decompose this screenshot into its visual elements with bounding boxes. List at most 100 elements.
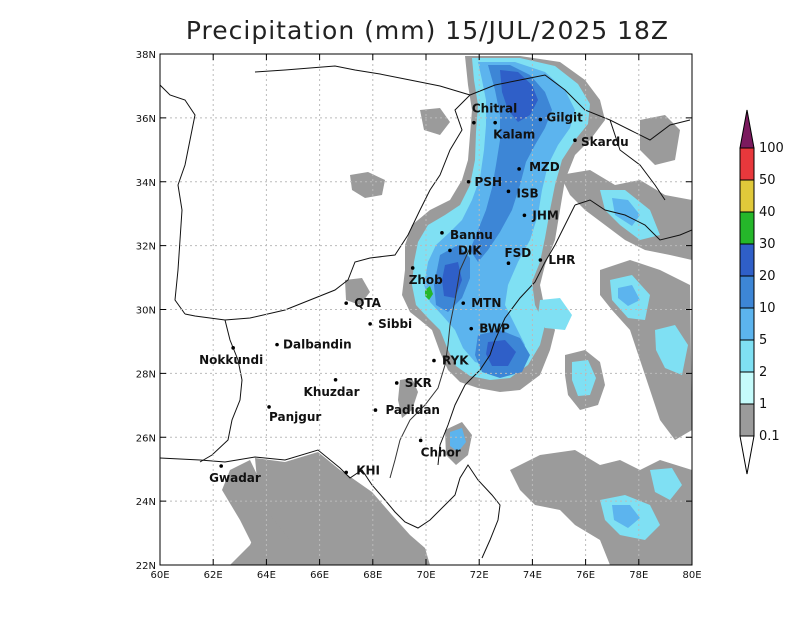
y-tick-label: 28N — [136, 369, 156, 380]
city-dot — [493, 120, 497, 125]
city-sibbi: Sibbi — [368, 317, 412, 331]
coastline — [160, 449, 501, 559]
border-iran-afghanistan — [160, 84, 196, 315]
colorbar-top-arrow — [739, 109, 755, 149]
city-label: JHM — [531, 208, 558, 222]
x-tick-label: 66E — [310, 570, 329, 581]
colorbar-label: 20 — [759, 269, 776, 284]
city-label: KHI — [356, 463, 380, 477]
rain-area-e-sky — [618, 285, 640, 306]
y-tick-label: 32N — [136, 242, 156, 253]
city-gwadar: Gwadar — [209, 464, 261, 485]
y-tick-label: 22N — [136, 561, 156, 572]
border-kashmir — [469, 74, 691, 141]
colorbar-segment — [739, 339, 755, 373]
rain-area-nw-grey — [420, 108, 450, 135]
colorbar-label: 40 — [759, 205, 776, 220]
city-label: Sibbi — [378, 317, 412, 331]
city-dot — [344, 301, 349, 305]
colorbar-segment — [739, 211, 755, 245]
lat-lon-grid — [160, 54, 692, 565]
x-tick-label: 78E — [629, 570, 648, 581]
city-label: Zhob — [409, 273, 443, 287]
city-gilgit: Gilgit — [538, 110, 583, 124]
country-borders — [160, 65, 692, 559]
x-tick-label: 72E — [470, 570, 489, 581]
map-title: Precipitation (mm) 15/JUL/2025 18Z — [185, 16, 670, 45]
axis-ticks — [159, 53, 693, 566]
rain-area-bwp-cyan — [538, 298, 572, 330]
colorbar-label: 5 — [759, 333, 767, 348]
city-isb: ISB — [506, 186, 539, 200]
rain-area-chhor-sky — [450, 428, 466, 452]
city-skardu: Skardu — [573, 135, 629, 149]
y-tick-label: 38N — [136, 50, 156, 61]
x-tick-label: 76E — [576, 570, 595, 581]
x-tick-label: 68E — [363, 570, 382, 581]
rain-area-s-deep — [486, 340, 516, 366]
city-dik: DIK — [448, 243, 482, 257]
city-label: Chitral — [472, 102, 517, 116]
city-dot — [573, 138, 577, 143]
city-dot — [517, 167, 521, 171]
city-dot — [469, 326, 474, 331]
city-nokkundi: Nokkundi — [199, 346, 263, 367]
city-padidan: Padidan — [373, 403, 440, 417]
city-zhob: Zhob — [409, 266, 443, 287]
rain-area-se-sky — [612, 505, 640, 528]
rain-area-sw — [222, 460, 300, 565]
city-fsd: FSD — [504, 246, 531, 265]
indus-river — [389, 247, 471, 479]
rain-area-se-cyan-3 — [572, 360, 596, 396]
city-dot — [373, 408, 378, 412]
city-dot — [432, 358, 436, 363]
city-label: LHR — [548, 253, 575, 267]
city-dot — [461, 301, 466, 305]
city-dot — [344, 470, 349, 475]
city-label: Skardu — [581, 135, 629, 149]
rain-area-w-grey — [350, 172, 385, 198]
border-afghanistan-north — [254, 65, 471, 96]
city-label: MZD — [529, 160, 560, 174]
city-dot — [522, 213, 527, 218]
city-dot — [506, 261, 511, 265]
city-label: QTA — [354, 296, 381, 310]
colorbar-bottom-arrow — [739, 435, 755, 475]
city-bwp: BWP — [469, 322, 510, 336]
colorbar-segment — [739, 179, 755, 213]
city-kalam: Kalam — [493, 120, 535, 142]
border-kashmir-2 — [574, 199, 692, 241]
rain-area-green-spot — [425, 286, 433, 300]
city-label: PSH — [475, 175, 502, 189]
city-dot — [267, 405, 271, 409]
city-dot — [448, 248, 452, 253]
city-dot — [538, 258, 543, 262]
rain-area-far-ne — [640, 115, 680, 165]
rain-area-sindh-grey — [398, 378, 418, 418]
colorbar-segment — [739, 403, 755, 437]
y-tick-label: 34N — [136, 178, 156, 189]
city-label: SKR — [405, 376, 432, 390]
city-dot — [538, 117, 543, 122]
y-tick-label: 24N — [136, 497, 156, 508]
y-tick-label: 36N — [136, 114, 156, 125]
rain-area-e-cyan-2 — [655, 325, 688, 375]
city-chhor: Chhor — [418, 438, 461, 459]
city-mtn: MTN — [461, 296, 501, 310]
colorbar-label: 50 — [759, 173, 776, 188]
city-label: Gilgit — [546, 110, 583, 124]
city-label: ISB — [516, 186, 538, 200]
y-tick-label: 26N — [136, 433, 156, 444]
colorbar-segment — [739, 307, 755, 341]
city-dot — [368, 322, 372, 326]
x-tick-label: 70E — [416, 570, 435, 581]
precip-field — [160, 56, 692, 565]
rain-area-se-cyan-2 — [650, 468, 682, 500]
city-skr: SKR — [394, 376, 432, 390]
city-markers: Chitral Kalam Gilgit Skardu MZD PSH ISB JHM Bann… — [199, 102, 629, 485]
city-dalbandin: Dalbandin — [275, 338, 352, 352]
city-label: MTN — [471, 296, 501, 310]
city-dot — [440, 231, 444, 235]
city-label: Panjgur — [269, 410, 321, 424]
colorbar-label: 0.1 — [759, 429, 780, 444]
